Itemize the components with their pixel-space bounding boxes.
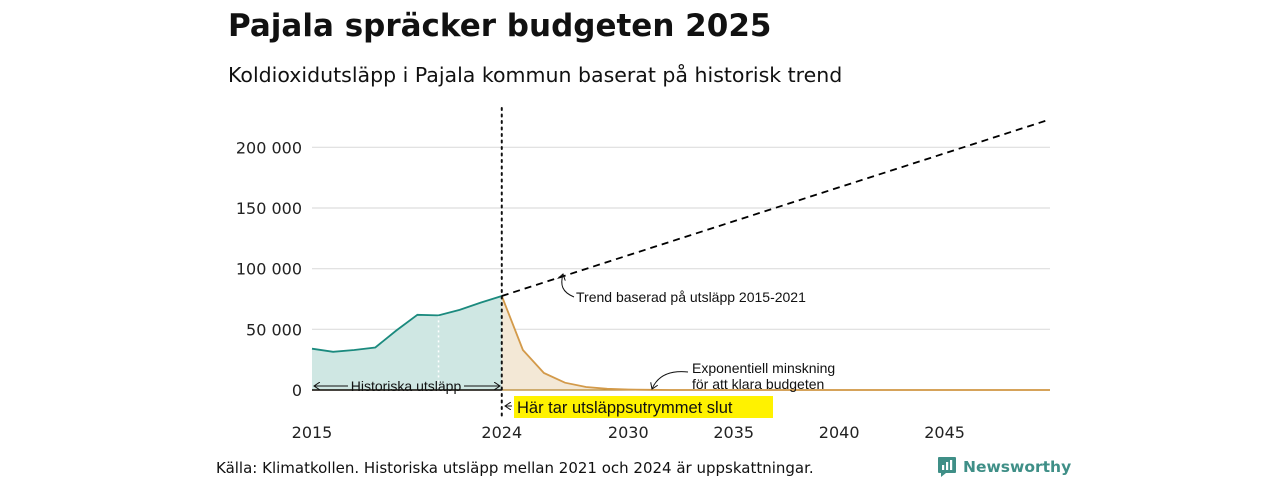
y-tick-label: 50 000 — [246, 320, 302, 339]
reduction-area — [501, 296, 1050, 390]
annotations: Trend baserad på utsläpp 2015-2021 Expone… — [314, 274, 835, 418]
trend-annotation-arrow — [562, 274, 575, 298]
axis-ticks: 0 50 000 100 000 150 000 200 000 2015 2024 2030… — [236, 138, 965, 442]
emissions-chart: 0 50 000 100 000 150 000 200 000 2015 2024 2030… — [236, 107, 1051, 442]
y-tick-label: 200 000 — [236, 138, 302, 157]
newsworthy-logo: Newsworthy — [937, 456, 1071, 478]
historical-line — [311, 295, 503, 353]
trend-annotation-text: Trend baserad på utsläpp 2015-2021 — [576, 289, 806, 305]
reduction-annotation-line-1: Exponentiell minskning — [692, 360, 835, 376]
y-tick-label: 0 — [292, 381, 302, 400]
x-tick-label: 2030 — [608, 423, 649, 442]
source-note: Källa: Klimatkollen. Historiska utsläpp … — [216, 459, 814, 477]
series-lines — [311, 107, 1051, 419]
reduction-annotation-line-2: för att klara budgeten — [692, 376, 824, 392]
y-tick-label: 100 000 — [236, 260, 302, 279]
historical-area — [312, 296, 502, 390]
reduction-annotation-arrow — [652, 371, 689, 389]
budget-end-annotation-text: Här tar utsläppsutrymmet slut — [517, 399, 733, 417]
x-tick-label: 2045 — [924, 423, 965, 442]
area-fills — [312, 296, 1050, 390]
budget-end-highlight — [514, 396, 773, 418]
brand-name: Newsworthy — [963, 458, 1072, 476]
x-tick-label: 2035 — [713, 423, 754, 442]
y-tick-label: 150 000 — [236, 199, 302, 218]
newsworthy-logo-icon — [938, 457, 956, 477]
historical-annotation-text: Historiska utsläpp — [351, 378, 462, 394]
x-tick-label: 2040 — [819, 423, 860, 442]
chart-title: Pajala spräcker budgeten 2025 — [228, 8, 772, 44]
x-tick-label: 2015 — [292, 423, 333, 442]
reduction-line — [500, 295, 1050, 391]
x-tick-label: 2024 — [481, 423, 522, 442]
chart-subtitle: Koldioxidutsläpp i Pajala kommun baserat… — [228, 63, 843, 87]
